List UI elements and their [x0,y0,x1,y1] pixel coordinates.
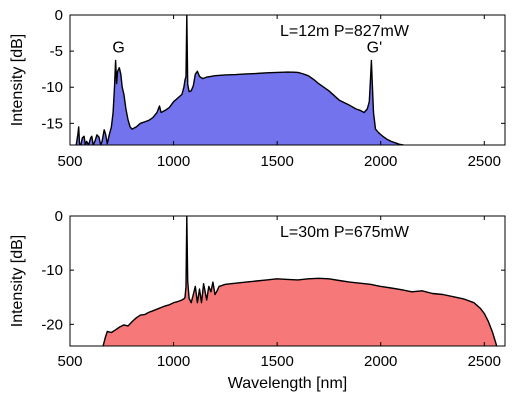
y-axis-label: Intensity [dB] [9,34,26,127]
panel-annotation: L=30m P=675mW [280,224,410,241]
x-tick-label: 2000 [364,353,397,370]
y-tick-label: 0 [55,208,63,225]
x-tick-label: 1500 [260,353,293,370]
panel-2: 500 1000 1500 2000 2500 0 -10 -20 Intensity [dB]… [9,208,506,392]
x-tick-label: 1000 [157,153,190,170]
spectrum-line [102,216,498,346]
panel-1: 500 1000 1500 2000 2500 0 -5 -10 -15 Intensity [d… [9,7,506,170]
x-tick-label: 2000 [364,153,397,170]
spectrum-area [103,216,497,346]
x-tick-label: 2500 [468,153,501,170]
panel-annotation: L=12m P=827mW [280,23,410,40]
plot-frame [69,215,506,347]
spectrum-area [76,15,404,145]
y-axis-label: Intensity [dB] [9,235,26,328]
spectrum-line [75,15,404,145]
y-tick-label: -5 [50,43,63,60]
y-tick-label: -10 [41,262,63,279]
x-tick-label: 500 [57,353,82,370]
y-tick-label: -15 [41,115,63,132]
plot-frame [69,14,506,146]
x-tick-label: 1000 [157,353,190,370]
x-tick-label: 500 [57,153,82,170]
x-tick-label: 2500 [468,353,501,370]
y-tick-label: -10 [41,79,63,96]
y-tick-label: -20 [41,316,63,333]
y-tick-label: 0 [55,7,63,24]
x-tick-label: 1500 [260,153,293,170]
x-axis-label: Wavelength [nm] [228,375,347,392]
peak-label: G' [367,40,383,57]
peak-label: G [112,40,124,57]
